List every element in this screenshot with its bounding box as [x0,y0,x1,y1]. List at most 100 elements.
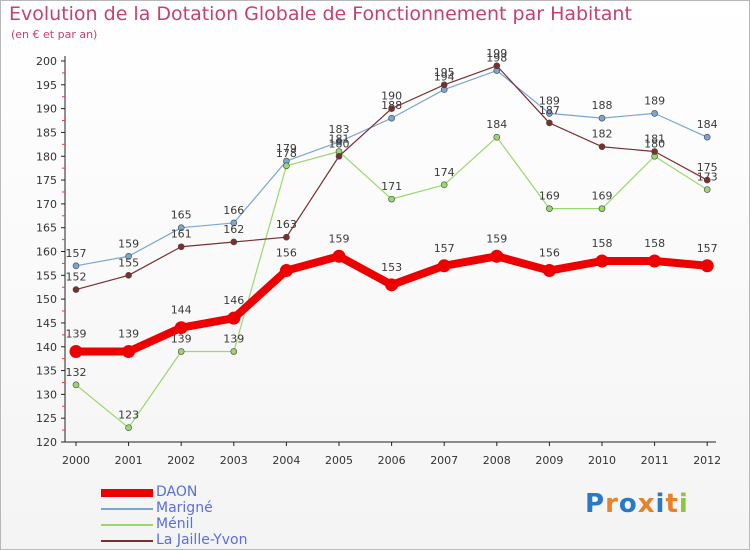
x-tick-label: 2009 [535,454,563,467]
data-label: 183 [329,123,350,136]
y-tick-label: 180 [36,150,57,163]
x-tick-label: 2010 [588,454,616,467]
data-point [388,114,395,122]
legend-label-marigne: Marigné [156,500,213,516]
data-point [388,105,395,112]
data-label: 157 [434,242,455,255]
data-point [72,381,80,389]
x-tick-label: 2011 [641,454,669,467]
data-point [546,205,553,212]
x-tick-label: 2001 [115,454,143,467]
data-label: 198 [486,52,507,65]
y-tick-label: 175 [36,174,57,187]
data-label: 152 [66,271,87,284]
data-label: 123 [118,409,139,422]
data-point [332,249,346,263]
data-point [174,321,188,335]
y-tick-label: 170 [36,198,57,211]
data-label: 189 [539,94,560,107]
data-label: 159 [329,232,350,245]
data-label: 156 [276,247,297,260]
x-tick-label: 2000 [62,454,90,467]
x-tick-label: 2007 [430,454,458,467]
data-point [125,272,132,279]
data-point [177,348,185,355]
data-label: 181 [644,132,665,145]
data-point [648,254,662,268]
legend-swatch-la-jaille-yvon [101,540,153,542]
y-tick-label: 200 [36,55,57,68]
data-label: 163 [276,218,297,231]
data-label: 178 [276,147,297,160]
y-tick-label: 145 [36,317,57,330]
legend-label-la-jaille-yvon: La Jaille-Yvon [156,532,248,548]
data-label: 194 [434,71,455,84]
data-point [546,119,553,127]
data-point [598,114,606,122]
y-tick-label: 140 [36,341,57,354]
data-point [177,243,185,251]
x-tick-label: 2008 [483,454,511,467]
data-point [490,249,504,263]
data-point [230,219,238,227]
data-label: 156 [539,247,560,260]
legend-swatch-menil [101,524,153,526]
data-point [385,278,399,292]
data-point [598,143,606,151]
legend-label-daon: DAON [156,484,198,500]
y-tick-label: 130 [36,388,57,401]
data-label: 157 [697,242,718,255]
data-label: 144 [171,304,192,317]
data-label: 139 [66,328,87,341]
data-label: 169 [539,190,560,203]
data-label: 159 [486,232,507,245]
y-tick-label: 165 [36,222,57,235]
data-label: 188 [592,99,613,112]
logo-letter: i [655,489,666,519]
data-point [230,238,238,246]
data-point [122,345,136,359]
data-label: 180 [644,137,665,150]
data-point [125,252,132,260]
data-point [437,259,451,273]
data-label: 182 [592,128,613,141]
data-point [440,181,448,189]
legend-swatch-daon [101,489,153,497]
data-point [595,254,609,268]
data-label: 181 [329,132,350,145]
data-point [72,286,80,293]
y-tick-label: 155 [36,269,57,282]
data-label: 184 [697,118,718,131]
data-point [703,133,711,141]
logo-letter: P [585,489,606,519]
data-point [227,311,241,325]
logo-letter: i [678,489,689,519]
x-tick-label: 2005 [325,454,353,467]
chart-title: Evolution de la Dotation Globale de Fonc… [9,3,632,25]
data-label: 184 [486,118,507,131]
y-tick-label: 195 [36,79,57,92]
data-point [335,138,343,146]
data-label: 155 [118,256,139,269]
x-tick-label: 2012 [693,454,721,467]
data-point [440,81,448,89]
data-point [72,262,80,270]
data-label: 146 [223,294,244,307]
data-label: 161 [171,228,192,241]
data-point [542,264,556,278]
data-point [651,148,658,155]
data-label: 166 [223,204,244,217]
data-point [546,110,553,117]
logo-letter: x [637,489,656,519]
data-label: 139 [171,333,192,346]
data-label: 139 [223,333,244,346]
y-tick-label: 120 [36,436,57,449]
data-label: 159 [118,237,139,250]
proxiti-logo: Proxiti [585,489,689,519]
data-point [493,62,501,70]
data-label: 199 [486,47,507,60]
y-tick-label: 135 [36,365,57,378]
data-label: 171 [381,180,402,193]
